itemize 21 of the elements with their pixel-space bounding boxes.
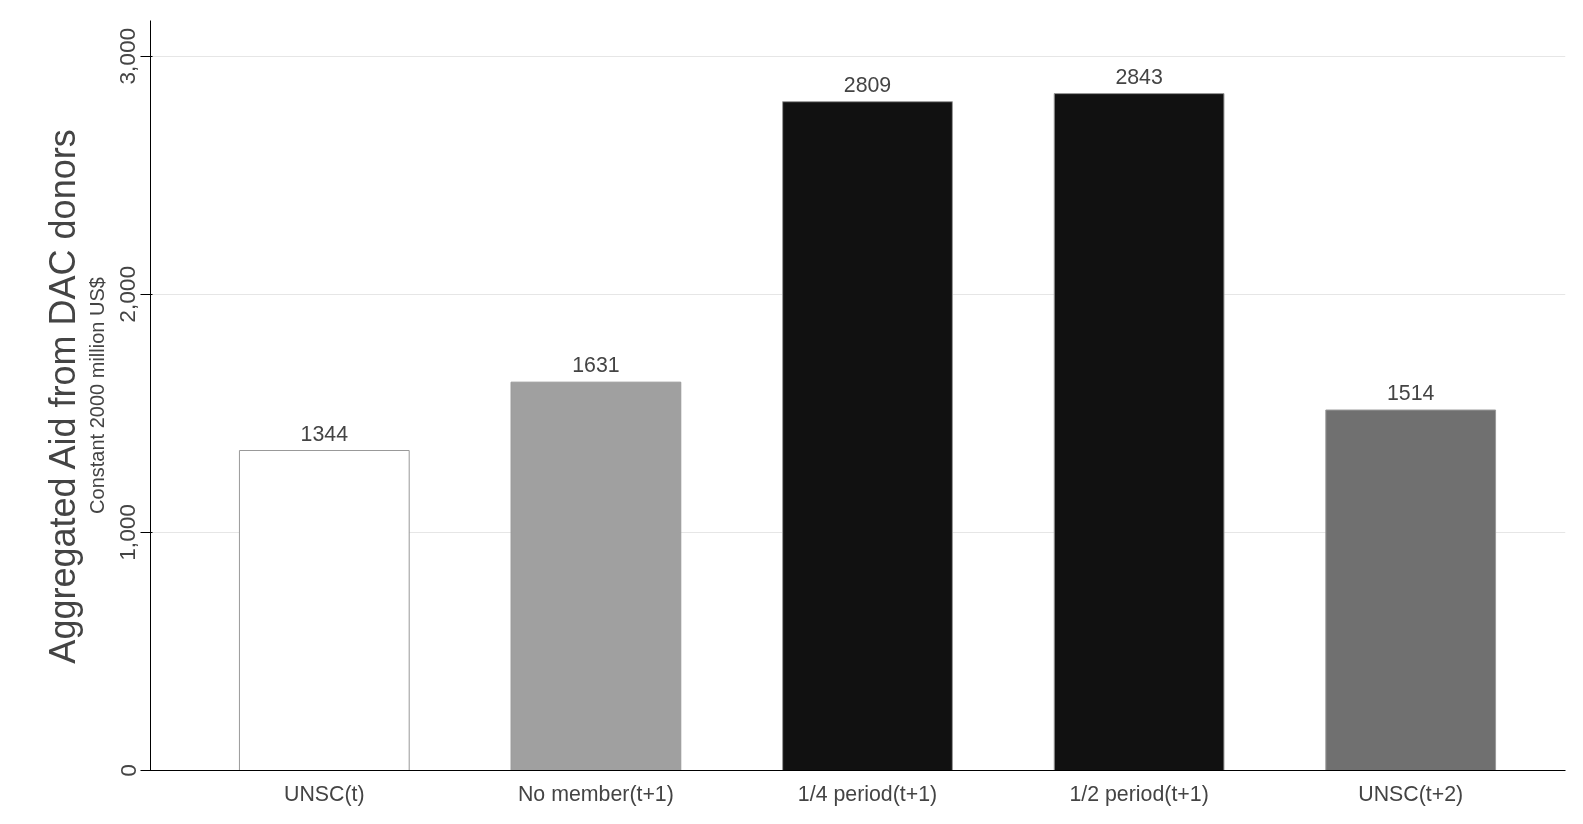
- x-tick-label: UNSC(t): [284, 781, 365, 806]
- x-tick-label: 1/2 period(t+1): [1069, 781, 1209, 806]
- bar: [1325, 409, 1497, 771]
- data-label: 1631: [572, 353, 620, 378]
- y-tick-label: 3,000: [114, 27, 141, 85]
- bar: [510, 381, 682, 771]
- bar: [1053, 93, 1225, 771]
- data-label: 1514: [1386, 381, 1435, 406]
- data-label: 2843: [1115, 64, 1163, 89]
- y-tick-label: 0: [114, 764, 141, 777]
- y-tick-label: 1,000: [114, 504, 141, 561]
- bar: [238, 450, 410, 771]
- data-label: 1344: [300, 421, 349, 446]
- x-tick-label: UNSC(t+2): [1358, 781, 1464, 806]
- x-tick-label: No member(t+1): [517, 781, 674, 806]
- bar: [782, 101, 953, 771]
- y-tick-label: 2,000: [114, 265, 141, 323]
- text: Constant 2000 million US$: [85, 277, 108, 514]
- data-label: 2809: [843, 72, 892, 97]
- y-axis-title: Aggregated Aid from DAC donors: [41, 129, 83, 664]
- x-tick-label: 1/4 period(t+1): [797, 781, 938, 806]
